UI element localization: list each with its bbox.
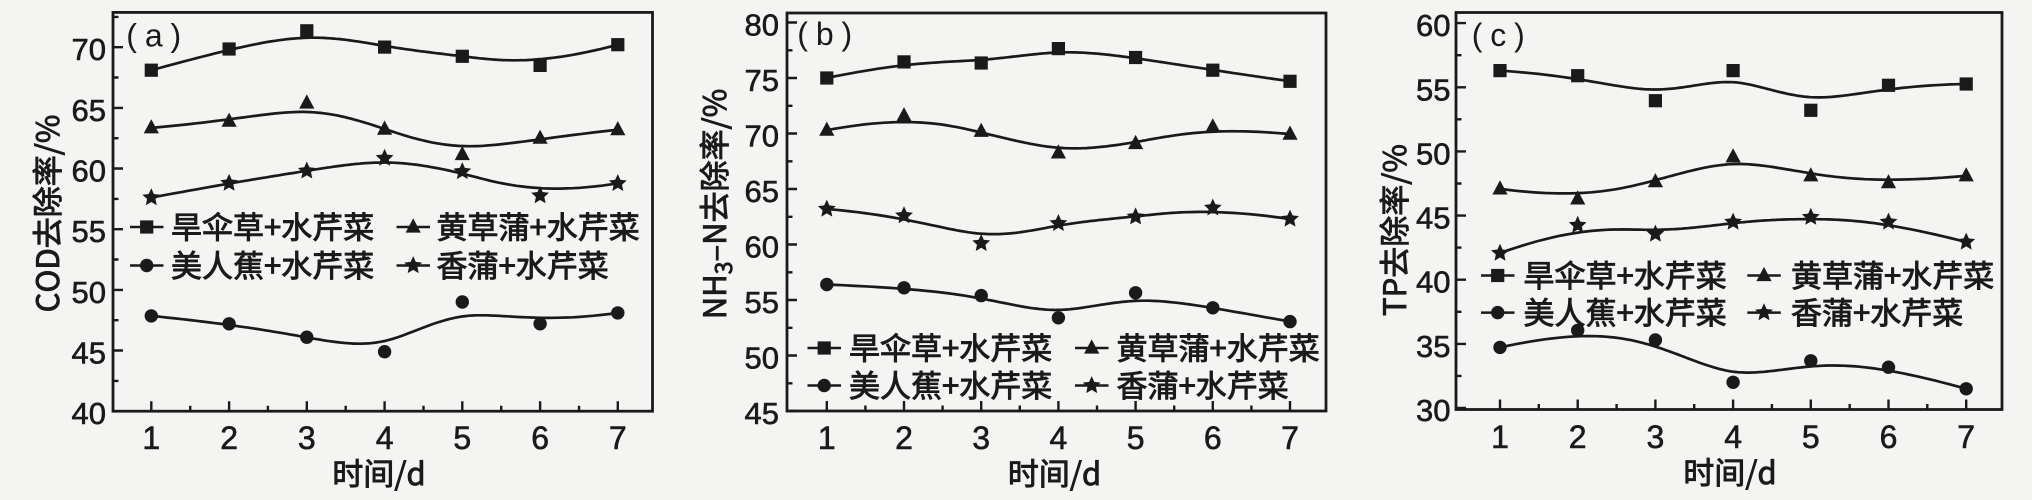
svg-text:6: 6 bbox=[531, 420, 549, 456]
svg-text:70: 70 bbox=[72, 32, 106, 67]
svg-text:4: 4 bbox=[1050, 420, 1068, 456]
svg-text:4: 4 bbox=[1724, 419, 1742, 455]
svg-text:75: 75 bbox=[745, 63, 779, 98]
svg-text:7: 7 bbox=[1957, 419, 1975, 455]
svg-text:60: 60 bbox=[72, 154, 106, 189]
svg-text:5: 5 bbox=[453, 420, 471, 456]
svg-text:6: 6 bbox=[1880, 419, 1898, 455]
svg-text:( b ): ( b ) bbox=[797, 16, 851, 52]
svg-text:65: 65 bbox=[72, 93, 106, 128]
svg-text:3: 3 bbox=[1647, 419, 1665, 455]
svg-text:6: 6 bbox=[1204, 420, 1222, 456]
svg-text:2: 2 bbox=[220, 420, 238, 456]
svg-text:45: 45 bbox=[72, 336, 106, 371]
svg-text:3: 3 bbox=[972, 420, 990, 456]
svg-text:50: 50 bbox=[1416, 136, 1450, 171]
svg-text:60: 60 bbox=[1416, 8, 1450, 43]
svg-text:7: 7 bbox=[609, 420, 627, 456]
svg-text:45: 45 bbox=[745, 396, 779, 431]
svg-text:7: 7 bbox=[1281, 420, 1299, 456]
svg-text:1: 1 bbox=[1491, 419, 1509, 455]
svg-text:40: 40 bbox=[1416, 265, 1450, 300]
svg-text:35: 35 bbox=[1416, 329, 1450, 364]
svg-text:50: 50 bbox=[72, 275, 106, 310]
svg-text:2: 2 bbox=[1569, 419, 1587, 455]
svg-text:80: 80 bbox=[745, 8, 779, 43]
svg-text:1: 1 bbox=[818, 420, 836, 456]
svg-text:( c ): ( c ) bbox=[1472, 17, 1525, 53]
svg-text:( a ): ( a ) bbox=[126, 18, 180, 54]
svg-text:45: 45 bbox=[1416, 201, 1450, 236]
svg-text:1: 1 bbox=[142, 420, 160, 456]
svg-text:3: 3 bbox=[298, 420, 316, 456]
svg-text:4: 4 bbox=[376, 420, 394, 456]
svg-text:60: 60 bbox=[745, 230, 779, 265]
svg-text:70: 70 bbox=[745, 119, 779, 154]
svg-text:55: 55 bbox=[745, 285, 779, 320]
svg-text:65: 65 bbox=[745, 174, 779, 209]
svg-text:2: 2 bbox=[895, 420, 913, 456]
svg-text:40: 40 bbox=[72, 396, 106, 431]
svg-text:5: 5 bbox=[1127, 420, 1145, 456]
svg-text:5: 5 bbox=[1802, 419, 1820, 455]
svg-text:55: 55 bbox=[72, 214, 106, 249]
svg-text:50: 50 bbox=[745, 341, 779, 376]
svg-text:55: 55 bbox=[1416, 72, 1450, 107]
svg-text:30: 30 bbox=[1416, 393, 1450, 428]
